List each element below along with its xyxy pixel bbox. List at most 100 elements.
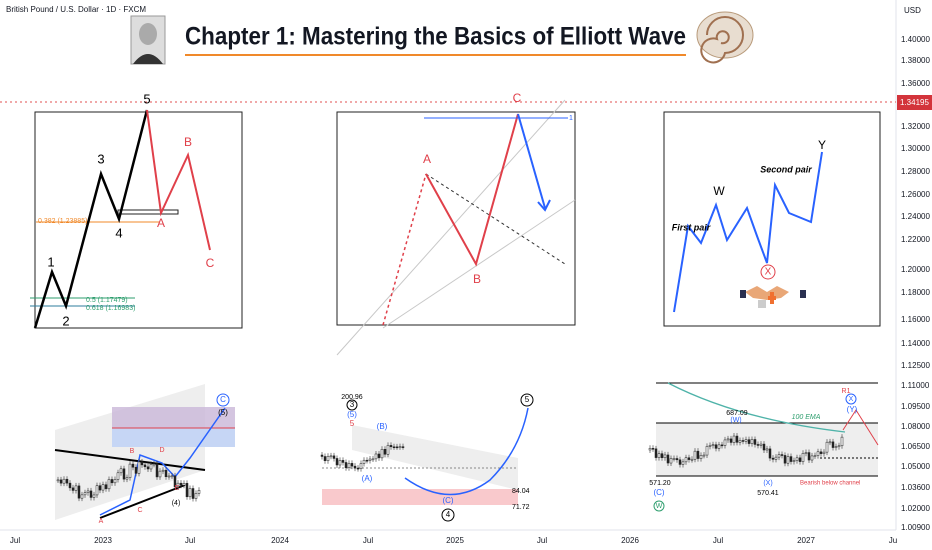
candle: [332, 455, 336, 459]
wave-label: (X): [763, 480, 772, 487]
candle: [83, 492, 87, 496]
price-tick-label: 1.16000: [901, 315, 930, 324]
candle: [80, 494, 84, 499]
candle: [65, 478, 69, 484]
wave-label: 0.382 (1.23885): [38, 218, 87, 225]
candle: [197, 490, 201, 494]
candle: [819, 451, 823, 454]
price-tick-label: 1.11000: [901, 381, 930, 390]
candle: [161, 469, 165, 472]
candle: [651, 448, 655, 450]
candle: [678, 459, 682, 465]
candle: [362, 459, 366, 464]
price-tick-label: 1.02000: [901, 504, 930, 513]
candle: [113, 479, 117, 484]
candle: [756, 444, 760, 446]
candle: [71, 487, 75, 491]
price-tick-label: 1.24000: [901, 212, 930, 221]
candle: [62, 478, 66, 484]
candle: [744, 439, 748, 442]
candle: [795, 457, 799, 461]
candle: [786, 456, 790, 464]
candle: [146, 466, 150, 470]
wave-label: B: [130, 448, 135, 455]
wave-label: 687.09: [726, 410, 748, 417]
candle: [666, 454, 670, 464]
candle: [86, 490, 90, 493]
wave-label: (5): [347, 410, 357, 419]
wave-label: B: [184, 135, 192, 149]
candle: [398, 446, 402, 448]
wave-label: 570.41: [757, 490, 779, 497]
price-tick-label: 1.00900: [901, 523, 930, 532]
current-price-badge: [897, 95, 932, 110]
wave-label: 71.72: [512, 504, 530, 511]
candle: [657, 453, 661, 458]
candle: [89, 490, 93, 498]
candle: [825, 441, 829, 453]
candle: [95, 485, 99, 496]
wave-label: 0.618 (1.16983): [86, 305, 135, 312]
candle: [131, 463, 135, 468]
candle: [816, 451, 820, 456]
time-tick-label: 2025: [446, 536, 464, 545]
symbol-label: British Pound / U.S. Dollar · 1D · FXCM: [6, 5, 146, 14]
price-tick-label: 1.06500: [901, 442, 930, 451]
wave-label: A: [423, 152, 431, 166]
candle: [738, 440, 742, 443]
candle: [705, 446, 709, 456]
candle: [675, 458, 679, 461]
candle: [92, 494, 96, 498]
wave-label: Bearish below channel: [800, 481, 860, 487]
candle: [68, 482, 72, 489]
candle: [158, 470, 162, 478]
candle: [359, 463, 363, 469]
wave-label: 5: [350, 419, 355, 428]
candle: [690, 458, 694, 461]
candle: [335, 458, 339, 466]
candle: [98, 485, 102, 491]
wave-label: X: [849, 396, 854, 403]
wave-label: C: [206, 256, 215, 270]
wave-label: 100 EMA: [792, 414, 821, 421]
wave-label: 1: [569, 115, 573, 122]
candle: [747, 439, 751, 444]
candle: [149, 464, 153, 470]
wave-label: R1: [842, 388, 851, 395]
candle: [374, 453, 378, 460]
candle: [804, 452, 808, 454]
title: Chapter 1: Mastering the Basics of Ellio…: [185, 23, 686, 51]
currency-label: USD: [904, 6, 921, 15]
candle: [726, 438, 730, 441]
candle: [711, 444, 715, 446]
candle: [353, 465, 357, 469]
price-tick-label: 1.22000: [901, 235, 930, 244]
price-tick-label: 1.03600: [901, 483, 930, 492]
candle: [807, 452, 811, 461]
wave-label: (C): [653, 488, 664, 497]
candle: [170, 475, 174, 478]
time-tick-label: Jul: [537, 536, 547, 545]
candle: [323, 456, 327, 461]
candle: [714, 444, 718, 449]
wave-label: 4: [115, 225, 122, 240]
candle: [140, 461, 144, 466]
price-tick-label: 1.12500: [901, 361, 930, 370]
candle: [699, 455, 703, 459]
candle: [380, 449, 384, 459]
time-tick-label: 2027: [797, 536, 815, 545]
panel-impulse: [30, 109, 243, 329]
candle: [654, 448, 658, 458]
candle: [798, 457, 802, 462]
wave-label: (Y): [847, 405, 858, 414]
candle: [828, 441, 832, 444]
wave-label: 200.96: [341, 394, 363, 401]
time-tick-label: 2024: [271, 536, 289, 545]
candle: [116, 472, 120, 480]
wave-label: X: [765, 267, 772, 278]
candle: [732, 435, 736, 443]
current-price-label: 1.34195: [900, 98, 929, 107]
wave-label: First pair: [672, 222, 711, 232]
candle: [110, 479, 114, 484]
